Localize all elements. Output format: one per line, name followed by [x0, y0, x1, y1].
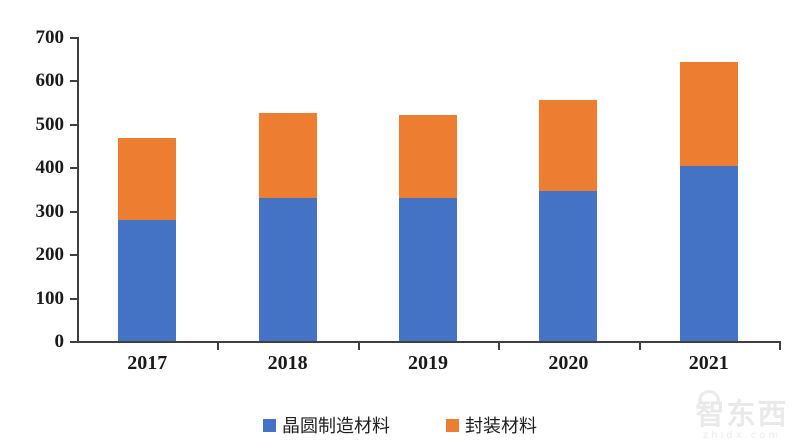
x-axis-category-label: 2020: [548, 352, 589, 374]
y-axis-tick-label: 400: [35, 157, 65, 179]
y-axis-tick-label: 100: [35, 287, 65, 309]
bar-segment-packaging: [118, 138, 177, 221]
bar-segment-wafer: [399, 198, 457, 341]
x-axis-tick: [638, 343, 641, 350]
chart-legend: 晶圆制造材料 封装材料: [0, 412, 800, 438]
y-axis-tick-label: 600: [35, 70, 65, 92]
x-axis-tick: [217, 343, 220, 350]
x-axis-tick: [779, 343, 781, 350]
x-axis-category-label: 2017: [127, 352, 168, 374]
legend-label: 晶圆制造材料: [282, 416, 390, 436]
bar-segment-packaging: [258, 113, 317, 199]
bar-segment-wafer: [118, 220, 177, 341]
y-axis-tick-label: 0: [54, 331, 65, 352]
y-axis-tick-label: 300: [35, 200, 65, 222]
x-axis-category-label: 2021: [688, 352, 729, 374]
x-axis: [77, 341, 781, 343]
watermark-logo-text: 智东西: [695, 397, 789, 431]
y-axis-tick: [70, 210, 77, 213]
bar-segment-wafer: [258, 198, 317, 341]
y-axis-tick: [70, 123, 77, 126]
y-axis-tick: [70, 341, 77, 343]
bar-segment-wafer: [539, 190, 598, 341]
watermark-site-text: zhidx.com: [702, 430, 782, 441]
watermark: 智东西 zhidx.com: [692, 390, 792, 441]
legend-item: 封装材料: [446, 412, 537, 438]
x-axis-category-label: 2018: [267, 352, 308, 374]
bar-segment-packaging: [539, 100, 598, 191]
legend-label: 封装材料: [465, 416, 537, 436]
y-axis-tick: [70, 254, 77, 257]
y-axis-tick-label: 500: [35, 113, 65, 135]
bar-segment-packaging: [399, 115, 457, 199]
y-axis-tick: [70, 80, 77, 83]
y-axis-tick: [70, 297, 77, 300]
bar-segment-packaging: [679, 61, 738, 166]
y-axis-tick: [70, 167, 77, 170]
legend-swatch-icon: [263, 418, 276, 432]
legend-item: 晶圆制造材料: [263, 412, 390, 438]
y-axis-tick: [70, 37, 77, 39]
x-axis-category-label: 2019: [408, 352, 448, 374]
bar-segment-wafer: [679, 165, 738, 341]
x-axis-tick: [357, 343, 360, 350]
x-axis-tick: [498, 343, 501, 350]
legend-swatch-icon: [446, 418, 459, 432]
y-axis-tick-label: 200: [35, 244, 65, 266]
watermark-arc-icon: [698, 390, 720, 402]
y-axis-tick-label: 700: [35, 27, 65, 48]
y-axis: [77, 37, 79, 343]
